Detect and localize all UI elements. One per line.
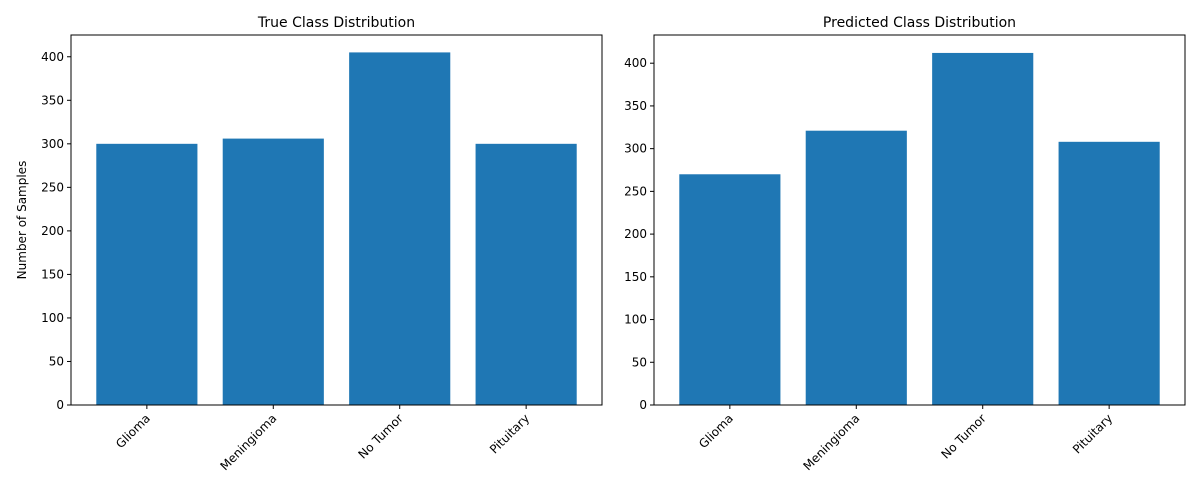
y-tick-label: 50 (49, 354, 64, 368)
y-tick-label: 150 (624, 270, 647, 284)
y-tick-label: 350 (624, 99, 647, 113)
bar-no-tumor (932, 52, 1034, 405)
y-tick-label: 0 (56, 398, 64, 412)
y-tick-label: 400 (41, 50, 64, 64)
y-tick-label: 50 (632, 355, 647, 369)
x-tick-label-pituitary: Pituitary (487, 411, 532, 456)
x-tick-label-meningioma: Meningioma (217, 411, 279, 473)
y-tick-label: 250 (624, 184, 647, 198)
y-tick-label: 100 (624, 313, 647, 327)
x-tick-label-no-tumor: No Tumor (938, 411, 988, 461)
y-tick-label: 0 (639, 398, 647, 412)
y-tick-label: 250 (41, 180, 64, 194)
bar-meningioma (222, 138, 324, 405)
x-tick-label-pituitary: Pituitary (1070, 411, 1115, 456)
y-tick-label: 200 (41, 224, 64, 238)
axes-frame (653, 34, 1186, 406)
y-tick-label: 400 (624, 56, 647, 70)
y-tick-label: 200 (624, 227, 647, 241)
bar-glioma (679, 174, 781, 405)
chart-true-class-distribution: 0 50 100 150 200 250 300 350 400 Glioma Meningioma… (15, 15, 603, 473)
x-tick-label-glioma: Glioma (113, 411, 153, 451)
chart-title: Predicted Class Distribution (823, 15, 1016, 31)
bar-pituitary (1058, 141, 1160, 405)
bar-no-tumor (349, 52, 451, 405)
axes-frame (70, 34, 603, 406)
bar-meningioma (805, 130, 907, 405)
y-tick-label: 300 (41, 137, 64, 151)
y-tick-label: 350 (41, 93, 64, 107)
x-tick-label-glioma: Glioma (696, 411, 736, 451)
chart-predicted-class-distribution: 0 50 100 150 200 250 300 350 400 Glioma Meningioma… (624, 15, 1186, 473)
y-axis-label: Number of Samples (15, 161, 29, 280)
bar-glioma (96, 143, 198, 405)
bar-pituitary (475, 143, 577, 405)
y-tick-label: 150 (41, 267, 64, 281)
x-tick-label-meningioma: Meningioma (800, 411, 862, 473)
chart-title: True Class Distribution (257, 15, 415, 31)
y-tick-label: 300 (624, 142, 647, 156)
y-tick-label: 100 (41, 311, 64, 325)
x-tick-label-no-tumor: No Tumor (355, 411, 405, 461)
